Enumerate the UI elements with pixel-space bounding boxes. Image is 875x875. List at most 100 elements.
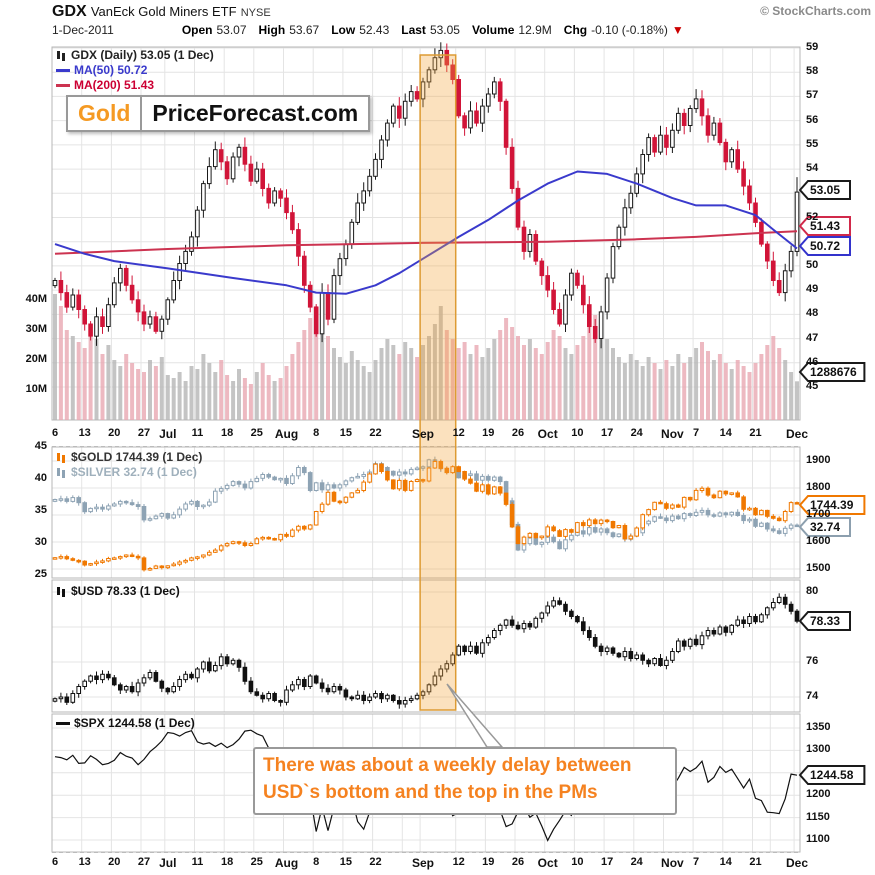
annotation-box: There was about a weekly delay between U…: [253, 747, 677, 815]
axis-value-badge: 32.74: [798, 517, 851, 537]
main-legend: GDX (Daily) 53.05 (1 Dec) MA(50) 50.72 M…: [56, 48, 214, 93]
chart-header: GDX VanEck Gold Miners ETF NYSE: [52, 3, 271, 21]
logo-gold-text: Gold: [66, 95, 141, 132]
date-tick-dec: Dec: [785, 427, 809, 441]
main-price-tick: 49: [806, 283, 819, 296]
date-tick-22: 22: [369, 856, 382, 868]
ticker-symbol: GDX: [52, 3, 87, 20]
usd-candles-icon: [56, 586, 67, 597]
date-tick-nov: Nov: [661, 856, 684, 870]
quote-value: ▼: [671, 23, 684, 37]
quote-label: Volume: [471, 23, 515, 37]
ma50-line-swatch: [56, 69, 70, 72]
date-tick-6: 6: [51, 856, 59, 868]
usd-legend-label: $USD 78.33 (1 Dec): [71, 584, 180, 598]
ma50-legend-label: MA(50) 50.72: [74, 63, 148, 77]
date-tick-19: 19: [482, 427, 495, 439]
quote-label: High: [258, 23, 286, 37]
date-tick-7: 7: [693, 427, 700, 439]
gold-candles-icon: [56, 452, 67, 463]
date-tick-26: 26: [511, 427, 525, 439]
main-price-tick: 56: [806, 113, 819, 126]
ma200-legend-label: MA(200) 51.43: [74, 78, 155, 92]
svg-text:51.43: 51.43: [810, 219, 840, 233]
silver-legend-label: $SILVER 32.74 (1 Dec): [71, 465, 197, 479]
date-tick-dec: Dec: [785, 856, 809, 870]
date-tick-jul: Jul: [159, 856, 177, 870]
axis-value-badge: 1288676: [798, 362, 866, 382]
quote-value: 53.05: [429, 23, 460, 37]
svg-text:50.72: 50.72: [810, 239, 840, 253]
date-tick-15: 15: [339, 427, 353, 439]
date-tick-15: 15: [339, 856, 353, 868]
date-tick-nov: Nov: [661, 427, 684, 441]
ma200-line-swatch: [56, 84, 70, 87]
date-tick-12: 12: [452, 427, 465, 439]
date-tick-27: 27: [137, 856, 151, 868]
silver-candles-icon: [56, 467, 67, 478]
date-tick-24: 24: [630, 856, 643, 868]
axis-value-badge: 78.33: [798, 611, 851, 631]
stockcharts-copyright: © StockCharts.com: [760, 4, 871, 18]
date-tick-24: 24: [630, 427, 643, 439]
svg-text:78.33: 78.33: [810, 614, 840, 628]
date-tick-20: 20: [108, 427, 121, 439]
date-tick-jul: Jul: [159, 427, 177, 441]
date-tick-27: 27: [137, 427, 151, 439]
date-tick-14: 14: [719, 856, 732, 868]
date-tick-13: 13: [78, 856, 91, 868]
gold-price-tick: 1900: [806, 454, 831, 466]
date-tick-21: 21: [749, 427, 762, 439]
quote-value: 53.67: [289, 23, 320, 37]
main-legend-label: GDX (Daily) 53.05 (1 Dec): [71, 48, 214, 62]
spx-legend-label: $SPX 1244.58 (1 Dec): [74, 716, 195, 730]
svg-text:32.74: 32.74: [810, 520, 840, 534]
gold-legend-label: $GOLD 1744.39 (1 Dec): [71, 450, 203, 464]
quote-date: 1-Dec-2011: [52, 23, 114, 37]
svg-text:1288676: 1288676: [810, 365, 857, 379]
quote-value: 52.43: [359, 23, 390, 37]
date-tick-18: 18: [220, 856, 234, 868]
main-price-tick: 45: [806, 380, 819, 392]
usd-legend: $USD 78.33 (1 Dec): [56, 584, 180, 599]
spx-price-tick: 1150: [806, 810, 830, 823]
quote-label: Low: [331, 23, 356, 37]
usd-price-tick: 74: [806, 690, 819, 702]
main-price-tick: 58: [806, 65, 819, 78]
axis-value-badge: 53.05: [798, 180, 851, 200]
date-tick-sep: Sep: [411, 856, 435, 870]
axis-value-badge: 51.43: [798, 216, 851, 236]
date-tick-7: 7: [693, 856, 700, 868]
volume-tick: 40M: [25, 293, 47, 305]
date-tick-6: 6: [51, 427, 59, 439]
date-tick-22: 22: [369, 427, 382, 439]
date-tick-12: 12: [452, 856, 465, 868]
usd-price-tick: 76: [806, 655, 819, 667]
silver-price-tick: 35: [34, 504, 47, 516]
logo-site-text: PriceForecast.com: [140, 95, 371, 132]
date-tick-17: 17: [600, 427, 614, 439]
date-tick-14: 14: [719, 427, 732, 439]
gold-price-tick: 1600: [806, 535, 831, 547]
main-price-tick: 55: [806, 137, 819, 150]
spx-price-tick: 1300: [806, 743, 831, 756]
silver-price-tick: 45: [34, 440, 47, 452]
date-tick-11: 11: [191, 856, 204, 868]
quote-label: Chg: [563, 23, 588, 37]
quote-value: -0.10 (-0.18%): [591, 23, 668, 37]
exchange-label: NYSE: [240, 7, 271, 19]
gold-price-tick: 1700: [806, 508, 831, 520]
date-tick-25: 25: [250, 427, 263, 439]
date-tick-aug: Aug: [274, 427, 299, 441]
date-tick-25: 25: [250, 856, 263, 868]
gold-price-tick: 1500: [806, 562, 831, 574]
svg-text:53.05: 53.05: [810, 183, 840, 197]
main-price-tick: 50: [806, 258, 819, 271]
svg-text:1244.58: 1244.58: [810, 768, 854, 782]
silver-price-tick: 30: [34, 536, 47, 548]
spx-legend: $SPX 1244.58 (1 Dec): [56, 716, 195, 731]
svg-text:1744.39: 1744.39: [810, 498, 854, 512]
main-price-tick: 52: [806, 210, 819, 223]
